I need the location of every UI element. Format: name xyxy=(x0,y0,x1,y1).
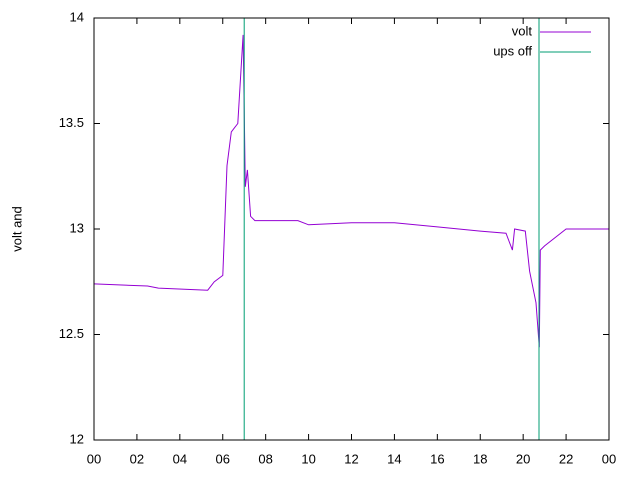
y-tick-label: 14 xyxy=(70,9,84,24)
y-tick-label: 13.5 xyxy=(59,115,84,130)
x-tick-label: 18 xyxy=(473,451,487,466)
x-tick-label: 00 xyxy=(87,451,101,466)
series-line xyxy=(243,18,540,440)
y-axis-label: volt and xyxy=(9,206,24,252)
y-tick-label: 13 xyxy=(70,220,84,235)
x-tick-label: 04 xyxy=(173,451,187,466)
legend-label: volt xyxy=(512,23,533,38)
x-tick-label: 02 xyxy=(130,451,144,466)
x-tick-label: 14 xyxy=(387,451,401,466)
x-tick-label: 06 xyxy=(216,451,230,466)
x-tick-label: 16 xyxy=(430,451,444,466)
x-tick-label: 22 xyxy=(559,451,573,466)
plot-border xyxy=(93,17,610,441)
x-tick-label: 10 xyxy=(301,451,315,466)
x-tick-label: 08 xyxy=(258,451,272,466)
x-tick-label: 00 xyxy=(602,451,616,466)
series-line xyxy=(93,34,609,348)
y-tick-label: 12.5 xyxy=(59,326,84,341)
x-tick-label: 12 xyxy=(344,451,358,466)
y-tick-label: 12 xyxy=(70,431,84,446)
x-tick-label: 20 xyxy=(516,451,530,466)
legend-label: ups off xyxy=(493,43,532,58)
